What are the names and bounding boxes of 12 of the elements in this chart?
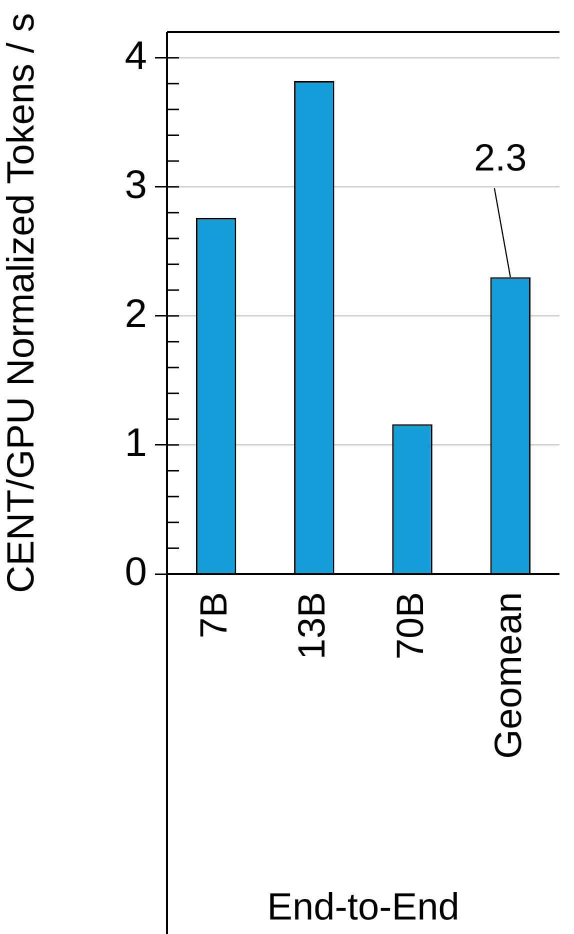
y-tick-label: 3: [124, 162, 147, 207]
y-tick-label: 2: [124, 292, 147, 336]
y-tick-label: 1: [124, 420, 147, 465]
y-tick-label: 0: [124, 550, 147, 594]
x-tick-label: Geomean: [488, 592, 530, 759]
y-tick-label: 4: [124, 34, 147, 78]
x-tick-label: 13B: [292, 592, 334, 660]
y-axis-title: CENT/GPU Normalized Tokens / s: [0, 12, 42, 594]
x-tick-label: 70B: [390, 592, 432, 660]
data-label: 2.3: [474, 138, 527, 180]
x-axis-title: End-to-End: [267, 886, 460, 929]
x-tick-label: 7B: [194, 592, 236, 638]
